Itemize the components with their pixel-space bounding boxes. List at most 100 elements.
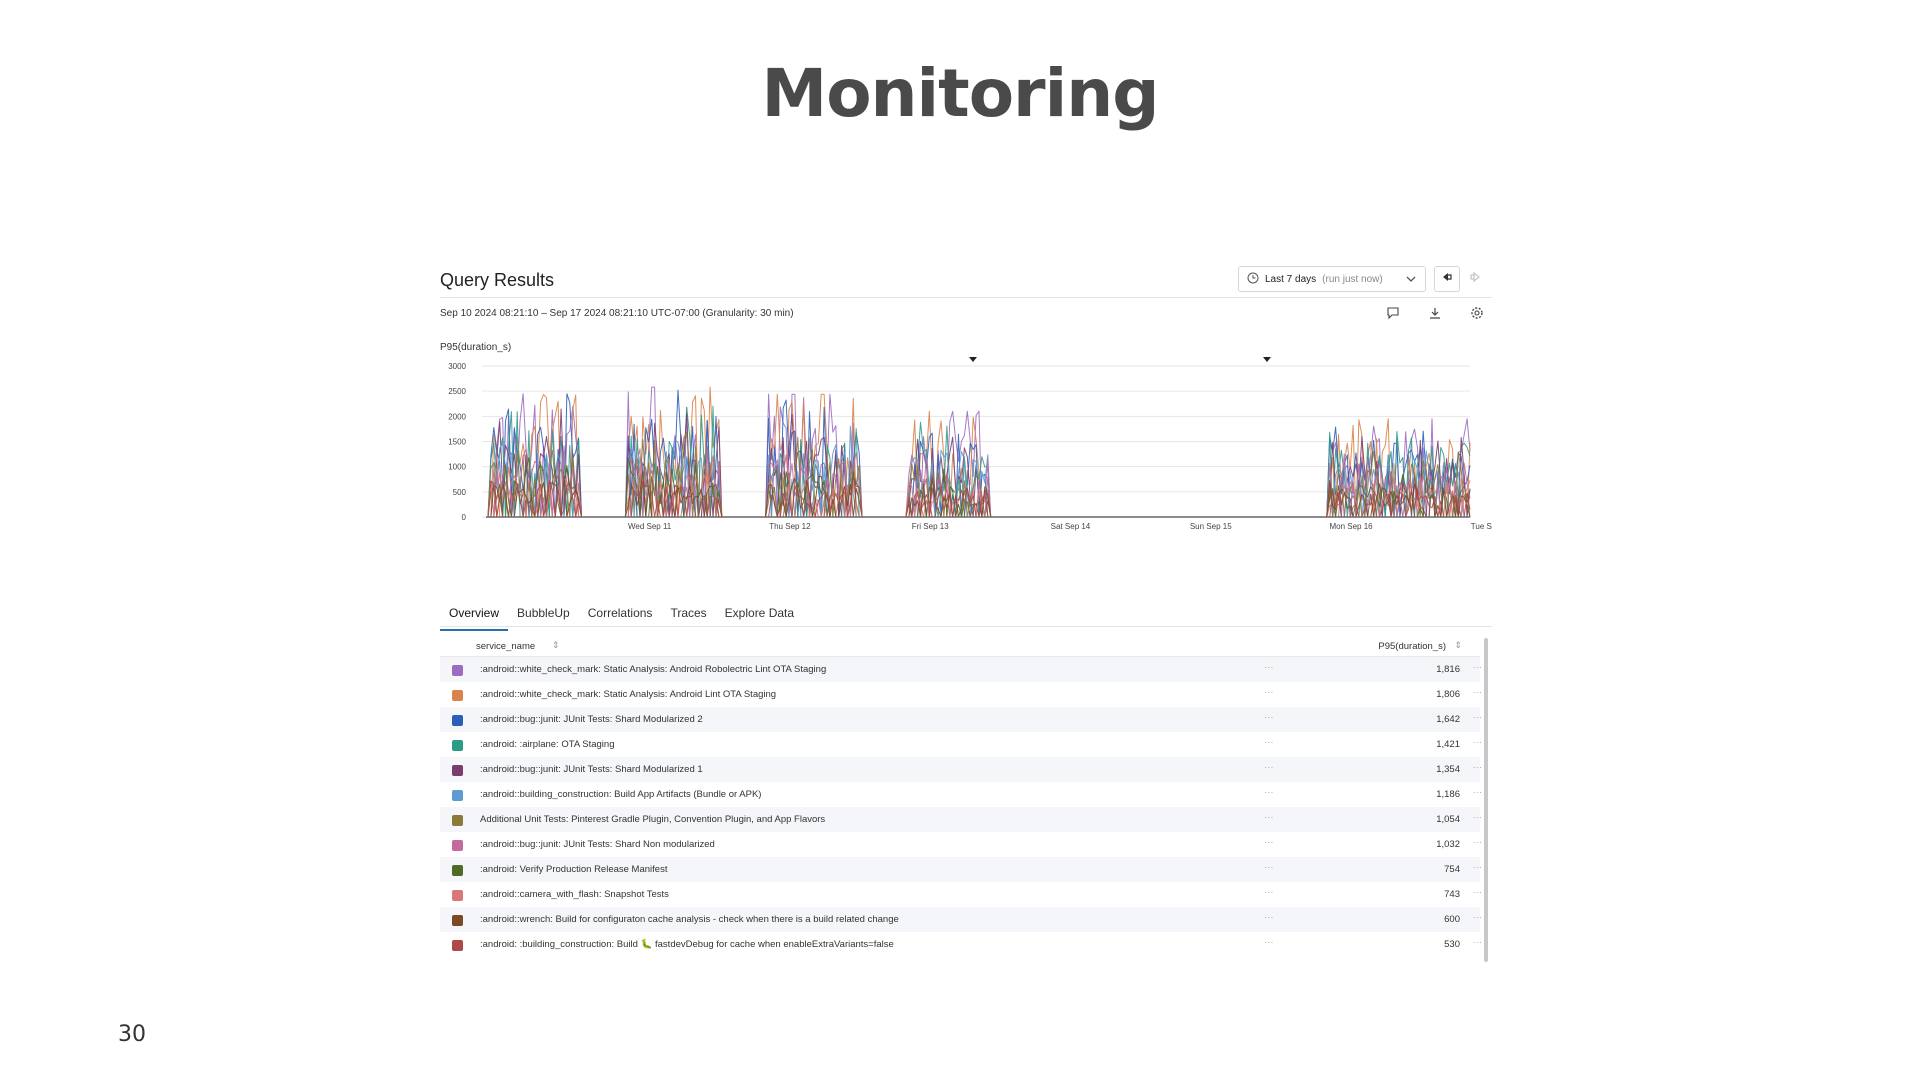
slide-title: Monitoring [761,55,1160,132]
p95-value-cell: 743 [1444,889,1460,900]
y-tick-label: 500 [453,488,467,497]
row-menu-icon[interactable]: ··· [1472,762,1483,773]
chart-metric-label: P95(duration_s) [440,342,512,353]
p95-value-cell: 754 [1444,864,1460,875]
x-tick-label: Fri Sep 13 [912,522,949,531]
table-row[interactable]: :android::wrench: Build for configuraton… [440,907,1483,932]
table-row[interactable]: :android::white_check_mark: Static Analy… [440,657,1483,682]
table-row[interactable]: :android::building_construction: Build A… [440,782,1483,807]
row-menu-icon[interactable]: ··· [1472,862,1483,873]
service-name-cell: :android::white_check_mark: Static Analy… [480,664,827,675]
x-tick-label: Sat Sep 14 [1051,522,1091,531]
chevron-down-icon [1405,273,1417,288]
row-menu-icon[interactable]: ··· [1472,787,1483,798]
result-tabs: Overview BubbleUp Correlations Traces Ex… [440,600,803,631]
annotation-marker-icon[interactable] [1263,357,1271,362]
page-number: 30 [118,1022,146,1047]
y-tick-label: 2500 [448,387,466,396]
header-divider [440,297,1492,298]
row-menu-icon[interactable]: ··· [1472,887,1483,898]
p95-value-cell: 1,354 [1436,764,1460,775]
rewind-button[interactable] [1434,266,1460,292]
row-menu-icon[interactable]: ··· [1264,862,1274,873]
tab-traces[interactable]: Traces [670,606,707,620]
p95-value-cell: 1,642 [1436,714,1460,725]
service-name-cell: :android: :building_construction: Build … [480,939,894,950]
service-name-cell: :android::bug::junit: JUnit Tests: Shard… [480,839,715,850]
comment-icon [1386,306,1400,325]
row-menu-icon[interactable]: ··· [1472,912,1483,923]
row-menu-icon[interactable]: ··· [1472,837,1483,848]
sort-icon[interactable]: ⇕ [552,640,560,650]
y-tick-label: 1500 [448,438,466,447]
query-results-panel: Query Results Last 7 days (run just now)… [440,266,1492,978]
series-color-swatch [452,765,463,776]
x-tick-label: Thu Sep 12 [769,522,811,531]
x-tick-label: Mon Sep 16 [1329,522,1373,531]
p95-value-cell: 530 [1444,939,1460,950]
row-menu-icon[interactable]: ··· [1264,662,1274,673]
panel-title: Query Results [440,270,555,290]
row-menu-icon[interactable]: ··· [1264,762,1274,773]
table-row[interactable]: :android: :building_construction: Build … [440,932,1483,957]
table-row[interactable]: Additional Unit Tests: Pinterest Gradle … [440,807,1483,832]
results-table: service_name ⇕ P95(duration_s) ⇕ :androi… [440,638,1483,957]
row-menu-icon[interactable]: ··· [1472,662,1483,673]
query-time-range: Sep 10 2024 08:21:10 – Sep 17 2024 08:21… [440,308,794,319]
annotation-marker-icon[interactable] [969,357,977,362]
sort-icon[interactable]: ⇕ [1454,640,1462,650]
row-menu-icon[interactable]: ··· [1264,837,1274,848]
y-tick-label: 3000 [448,362,466,371]
row-menu-icon[interactable]: ··· [1264,737,1274,748]
table-row[interactable]: :android: :airplane: OTA Staging ··· 1,421… [440,732,1483,757]
series-color-swatch [452,915,463,926]
p95-value-cell: 1,032 [1436,839,1460,850]
service-name-cell: :android::building_construction: Build A… [480,789,762,800]
comment-button[interactable] [1382,304,1404,326]
row-menu-icon[interactable]: ··· [1264,787,1274,798]
table-row[interactable]: :android: Verify Production Release Mani… [440,857,1483,882]
row-menu-icon[interactable]: ··· [1264,687,1274,698]
row-menu-icon[interactable]: ··· [1264,812,1274,823]
table-row[interactable]: :android::bug::junit: JUnit Tests: Shard… [440,757,1483,782]
x-tick-label: Tue Sep 17 [1471,522,1492,531]
tab-bubbleup[interactable]: BubbleUp [517,606,570,620]
time-range-label: Last 7 days [1265,273,1317,285]
service-name-cell: Additional Unit Tests: Pinterest Gradle … [480,814,826,825]
series-color-swatch [452,665,463,676]
service-name-cell: :android: :airplane: OTA Staging [480,739,615,750]
row-menu-icon[interactable]: ··· [1472,937,1483,948]
clock-icon [1247,272,1259,287]
p95-value-cell: 1,054 [1436,814,1460,825]
tab-correlations[interactable]: Correlations [587,606,653,620]
forward-button[interactable] [1464,268,1486,290]
series-color-swatch [452,790,463,801]
y-tick-label: 0 [462,513,467,522]
table-row[interactable]: :android::camera_with_flash: Snapshot Te… [440,882,1483,907]
tab-explore-data[interactable]: Explore Data [724,606,795,620]
row-menu-icon[interactable]: ··· [1472,687,1483,698]
service-name-cell: :android::wrench: Build for configuraton… [480,914,899,925]
table-row[interactable]: :android::white_check_mark: Static Analy… [440,682,1483,707]
row-menu-icon[interactable]: ··· [1264,912,1274,923]
service-name-cell: :android::bug::junit: JUnit Tests: Shard… [480,714,703,725]
series-color-swatch [452,690,463,701]
row-menu-icon[interactable]: ··· [1264,712,1274,723]
service-name-cell: :android::camera_with_flash: Snapshot Te… [480,889,669,900]
series-color-swatch [452,840,463,851]
table-scrollbar[interactable] [1484,638,1488,962]
settings-button[interactable] [1466,304,1488,326]
tab-overview[interactable]: Overview [440,600,509,631]
column-header-p95[interactable]: P95(duration_s) [1378,641,1446,652]
row-menu-icon[interactable]: ··· [1264,937,1274,948]
table-row[interactable]: :android::bug::junit: JUnit Tests: Shard… [440,832,1483,857]
table-row[interactable]: :android::bug::junit: JUnit Tests: Shard… [440,707,1483,732]
row-menu-icon[interactable]: ··· [1264,887,1274,898]
download-button[interactable] [1424,304,1446,326]
row-menu-icon[interactable]: ··· [1472,712,1483,723]
row-menu-icon[interactable]: ··· [1472,737,1483,748]
row-menu-icon[interactable]: ··· [1472,812,1483,823]
p95-value-cell: 1,421 [1436,739,1460,750]
column-header-service-name[interactable]: service_name [476,641,536,652]
time-range-select[interactable]: Last 7 days (run just now) [1238,266,1426,292]
